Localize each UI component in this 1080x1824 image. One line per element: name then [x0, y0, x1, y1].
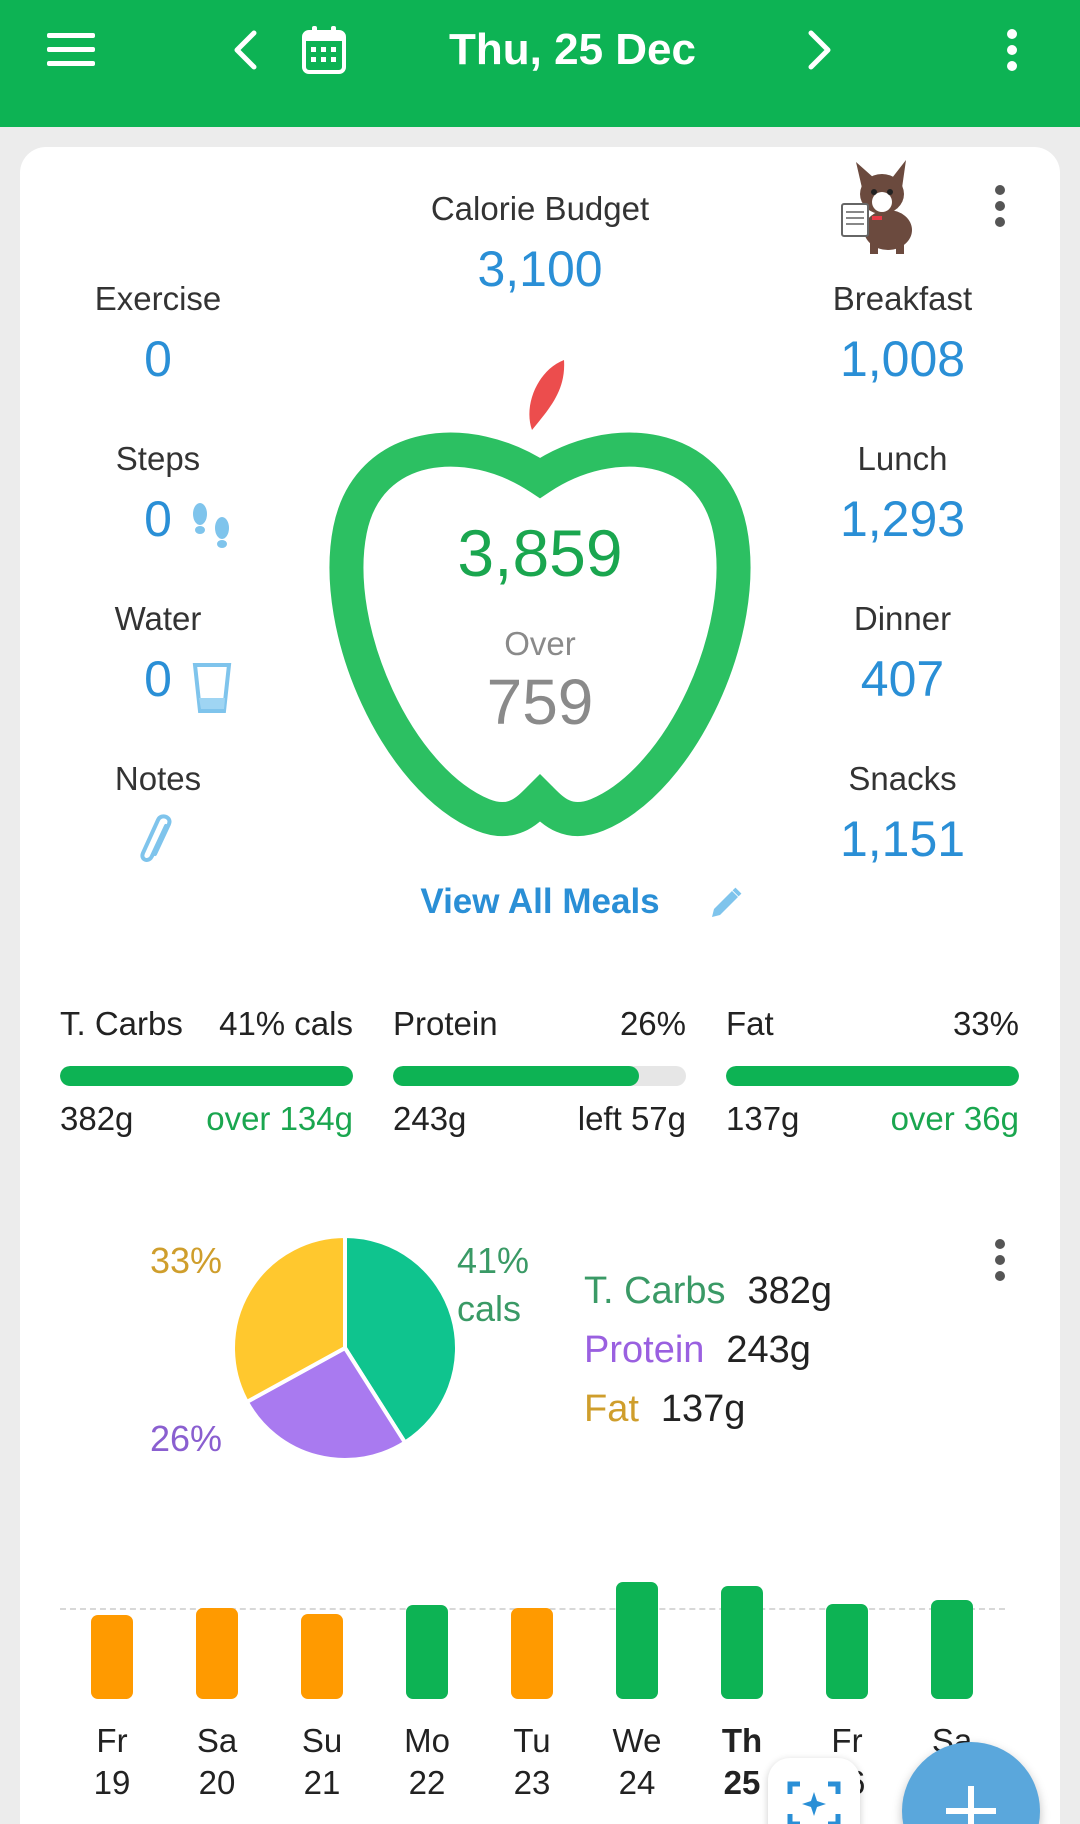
chevron-left-icon[interactable]	[220, 20, 270, 80]
day-name[interactable]: Mo	[404, 1722, 450, 1759]
macro-name: Fat	[726, 1005, 774, 1042]
macro-pct: 33%	[952, 1005, 1019, 1042]
dog-mascot-icon[interactable]	[838, 158, 918, 258]
legend-name: Fat	[584, 1388, 639, 1430]
macro-grams: 243g	[393, 1100, 467, 1137]
dinner-value[interactable]: 407	[860, 651, 945, 707]
day-calorie-bar[interactable]	[721, 1586, 763, 1699]
pie-legend-item: Protein 243g	[584, 1329, 811, 1372]
notes-label: Notes	[114, 760, 202, 797]
macro-remaining: over 36g	[890, 1100, 1019, 1137]
card-more-icon[interactable]	[985, 182, 1015, 232]
day-number[interactable]: 19	[93, 1764, 131, 1801]
summary-card	[20, 147, 1060, 1824]
day-name[interactable]: Th	[721, 1722, 763, 1759]
over-label: Over	[504, 625, 576, 662]
day-calorie-bar[interactable]	[931, 1600, 973, 1699]
macro-grams: 137g	[726, 1100, 800, 1137]
legend-value: 243g	[726, 1329, 811, 1371]
day-calorie-bar[interactable]	[91, 1615, 133, 1699]
legend-name: T. Carbs	[584, 1270, 726, 1312]
water-glass-icon[interactable]	[192, 662, 232, 714]
steps-value[interactable]: 0	[144, 491, 172, 547]
day-name[interactable]: Fr	[96, 1722, 128, 1759]
day-number[interactable]: 24	[618, 1764, 656, 1801]
macro-progress-bar	[60, 1066, 353, 1086]
more-vert-icon[interactable]	[990, 20, 1034, 80]
day-name[interactable]: Sa	[196, 1722, 238, 1759]
day-name[interactable]: Su	[301, 1722, 343, 1759]
calorie-apple-ring[interactable]	[318, 350, 762, 840]
add-food-fab[interactable]	[902, 1742, 1040, 1824]
day-calorie-bar[interactable]	[406, 1605, 448, 1699]
day-number[interactable]: 20	[198, 1764, 236, 1801]
day-number[interactable]: 22	[408, 1764, 446, 1801]
macro-grams: 382g	[60, 1100, 134, 1137]
menu-icon[interactable]	[40, 20, 102, 80]
day-name[interactable]: Fr	[831, 1722, 863, 1759]
snacks-value[interactable]: 1,151	[839, 811, 966, 867]
calorie-budget-value[interactable]: 3,100	[477, 241, 603, 297]
top-app-bar: Thu, 25 Dec	[0, 0, 1080, 127]
legend-value: 382g	[747, 1270, 833, 1312]
macro-remaining: left 57g	[577, 1100, 686, 1137]
lunch-value[interactable]: 1,293	[839, 491, 966, 547]
day-calorie-bar[interactable]	[196, 1608, 238, 1699]
day-calorie-bar[interactable]	[616, 1582, 658, 1699]
day-calorie-bar[interactable]	[826, 1604, 868, 1699]
macro-remaining: over 134g	[206, 1100, 353, 1137]
pie-slice-fat	[231, 1233, 347, 1405]
day-calorie-bar[interactable]	[511, 1608, 553, 1699]
pie-legend-item: T. Carbs 382g	[584, 1270, 832, 1313]
breakfast-label: Breakfast	[832, 280, 973, 317]
pie-carbs-pct: 41%	[457, 1240, 530, 1281]
macro-progress-bar	[393, 1066, 686, 1086]
dinner-label: Dinner	[853, 600, 952, 637]
pie-carbs-unit: cals	[457, 1288, 522, 1329]
view-all-meals-link[interactable]: View All Meals	[420, 882, 660, 921]
pie-slice-protein	[244, 1345, 408, 1462]
breakfast-value[interactable]: 1,008	[839, 331, 966, 387]
exercise-value[interactable]: 0	[144, 331, 172, 387]
legend-value: 137g	[660, 1388, 746, 1430]
macro-name: T. Carbs	[60, 1005, 183, 1042]
day-number[interactable]: 23	[513, 1764, 551, 1801]
footsteps-icon	[190, 500, 234, 552]
calorie-budget-label: Calorie Budget	[430, 190, 650, 227]
day-name[interactable]: Tu	[513, 1722, 551, 1759]
macro-pct: 26%	[619, 1005, 686, 1042]
pie-legend-item: Fat 137g	[584, 1388, 745, 1431]
legend-name: Protein	[584, 1329, 705, 1371]
exercise-label: Exercise	[94, 280, 222, 317]
calories-eaten-value[interactable]: 3,859	[457, 516, 623, 590]
over-value: 759	[486, 666, 594, 738]
day-number[interactable]: 21	[303, 1764, 341, 1801]
day-name[interactable]: We	[612, 1722, 662, 1759]
water-label: Water	[114, 600, 202, 637]
lunch-label: Lunch	[857, 440, 948, 477]
pie-protein-pct: 26%	[150, 1418, 223, 1459]
macro-pct: 41% cals	[219, 1005, 353, 1042]
date-title[interactable]: Thu, 25 Dec	[449, 25, 696, 74]
paperclip-icon[interactable]	[138, 812, 178, 868]
calendar-icon[interactable]	[296, 20, 352, 80]
day-calorie-bar[interactable]	[301, 1614, 343, 1699]
edit-pencil-icon[interactable]	[708, 885, 744, 921]
ai-scan-button[interactable]	[768, 1758, 860, 1824]
day-number[interactable]: 25	[723, 1764, 761, 1801]
water-value[interactable]: 0	[144, 651, 172, 707]
pie-more-icon[interactable]	[985, 1236, 1015, 1286]
macro-pie-chart[interactable]	[230, 1233, 460, 1463]
chevron-right-icon[interactable]	[795, 20, 845, 80]
macro-progress-bar	[726, 1066, 1019, 1086]
macro-name: Protein	[393, 1005, 498, 1042]
steps-label: Steps	[115, 440, 201, 477]
pie-fat-pct: 33%	[150, 1240, 223, 1281]
snacks-label: Snacks	[848, 760, 957, 797]
